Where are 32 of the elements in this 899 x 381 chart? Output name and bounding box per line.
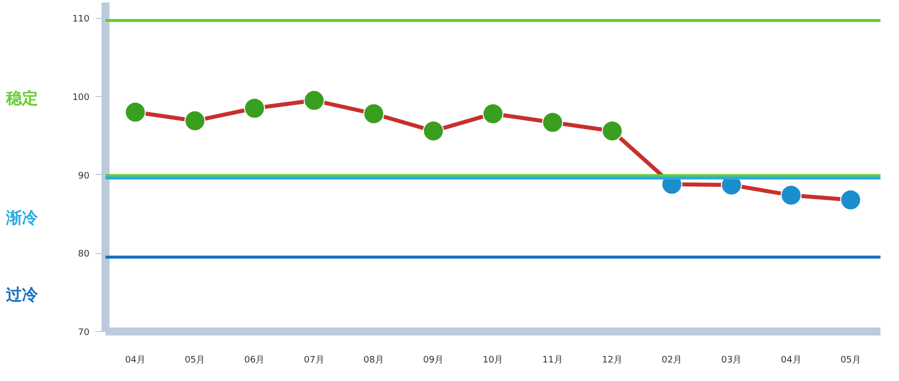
y-tick-label: 70: [78, 328, 90, 338]
point: [244, 98, 266, 119]
x-tick-label: 12月: [602, 356, 622, 366]
x-tick-label: 07月: [304, 356, 324, 366]
point: [184, 110, 206, 132]
point: [542, 112, 564, 133]
x-tick-label: 04月: [780, 356, 802, 366]
x-tick-label: 04月: [125, 356, 146, 366]
text: 渐冷: [4, 208, 39, 228]
text: 过冷: [4, 284, 39, 304]
x-tick-label: 08月: [364, 356, 384, 366]
y-tick-label: 80: [78, 250, 90, 260]
x-tick-label: 05月: [184, 356, 206, 366]
point: [363, 103, 384, 124]
point: [124, 102, 146, 123]
x-tick-label: 11月: [542, 356, 563, 366]
x-tick-label: 09月: [423, 356, 444, 366]
point: [304, 90, 325, 111]
x-tick-label: 03月: [721, 356, 742, 366]
x-tick-label: 06月: [244, 356, 265, 366]
x-tick-label: 02月: [662, 356, 682, 366]
text: 稳定: [4, 88, 38, 108]
point: [482, 103, 504, 124]
point: [602, 120, 623, 142]
point: [840, 189, 862, 210]
y-tick-label: 100: [72, 93, 90, 103]
y-tick-label: 110: [72, 14, 90, 25]
x-tick-label: 05月: [840, 356, 861, 366]
x-tick-label: 10月: [482, 356, 504, 366]
point: [422, 120, 444, 142]
point: [780, 184, 802, 206]
y-tick-label: 90: [78, 171, 90, 182]
